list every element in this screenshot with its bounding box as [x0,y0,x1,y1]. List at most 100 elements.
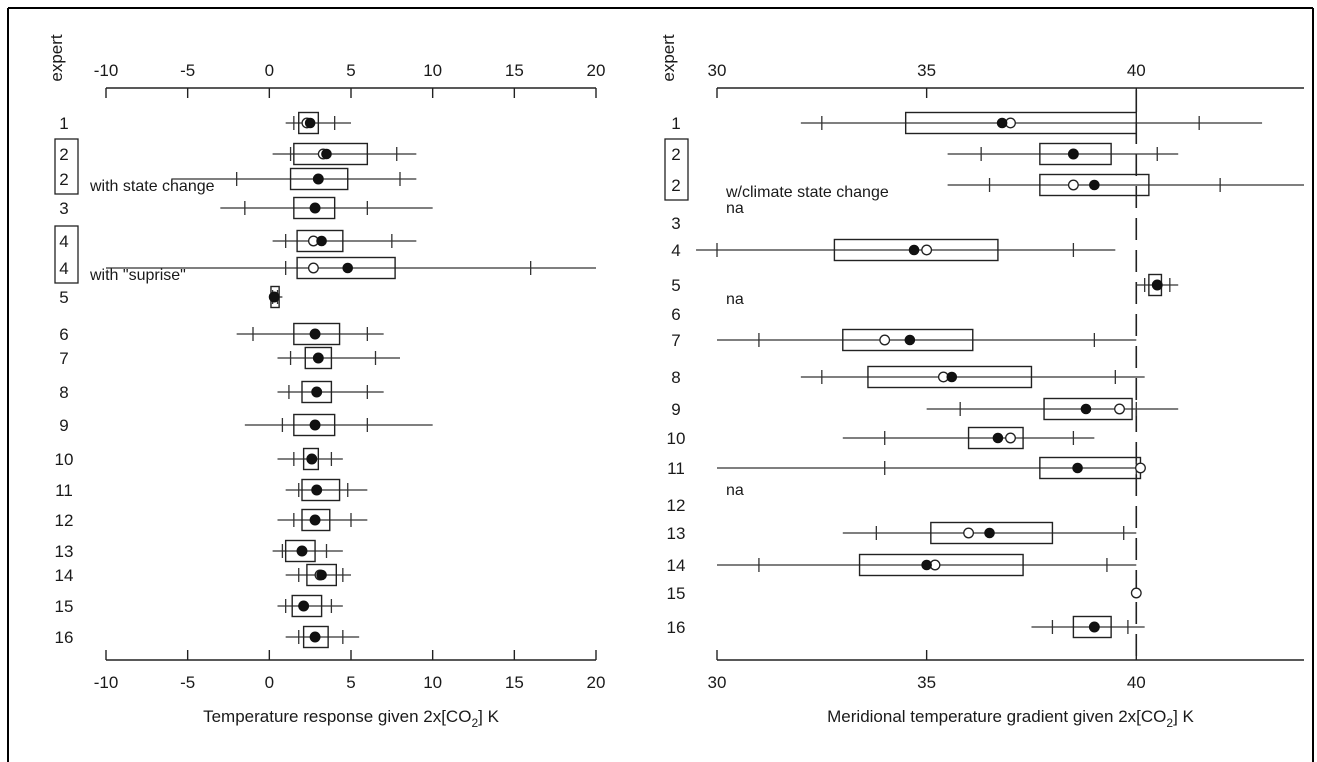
group-bracket [54,225,79,284]
expert-label: 2 [671,145,680,164]
row-annotation: with "suprise" [89,267,186,284]
expert-label: 1 [59,114,68,133]
expert-label: 6 [671,305,680,324]
quartile-box [306,563,337,587]
box-row [717,553,1137,577]
bottom-axis-tick-label: 15 [505,673,524,692]
expert-label: 7 [59,349,68,368]
quartile-box [291,594,323,618]
quartile-box [298,111,320,135]
expert-label: 9 [59,416,68,435]
top-axis-tick-label: 40 [1127,61,1146,80]
expert-label: 5 [671,276,680,295]
mean-marker [921,244,933,256]
quartile-box [1039,142,1112,166]
quartile-box [1043,397,1133,421]
median-marker [296,545,308,557]
box-row [285,111,351,135]
expert-label: 7 [671,331,680,350]
expert-label: 16 [667,618,686,637]
quartile-box [1039,173,1150,197]
quartile-box [293,142,369,166]
expert-label: 11 [667,459,685,478]
quartile-box [967,426,1024,450]
box-row [717,456,1146,480]
expert-label: 12 [55,511,74,530]
box-row [1031,615,1145,639]
quartile-box [293,413,336,437]
y-axis-title: expert [47,34,66,82]
expert-label: 8 [671,368,680,387]
quartile-box [289,167,349,191]
box-row [277,594,343,618]
quartile-box [1072,615,1112,639]
box-row [277,447,343,471]
expert-label: 12 [667,496,686,515]
median-marker [316,235,327,247]
box-row [947,142,1179,166]
expert-label: 8 [59,383,68,402]
expert-label: 4 [59,232,68,251]
expert-label: 3 [59,199,68,218]
quartile-box [302,625,329,649]
box-row [277,380,384,404]
median-marker [984,527,995,539]
top-axis-tick-label: 5 [346,61,355,80]
median-marker [311,386,323,398]
median-marker [996,117,1008,129]
bottom-axis-tick-label: 35 [917,673,936,692]
row-annotation: with state change [89,178,215,195]
bottom-axis-tick-label: 0 [265,673,274,692]
expert-label: 2 [671,176,680,195]
y-axis-title: expert [659,34,678,82]
mean-marker [1114,403,1125,415]
box-row [285,563,351,587]
mean-marker [1005,432,1016,444]
x-axis-title: Meridional temperature gradient given 2x… [827,707,1194,730]
row-annotation: w/climate state change [725,184,889,201]
group-bracket [54,138,79,195]
expert-label: 2 [59,145,68,164]
expert-label: 14 [55,566,74,585]
x-axis-title: Temperature response given 2x[CO2] K [203,707,499,730]
quartile-box [833,238,999,262]
median-marker [946,371,958,383]
median-marker [309,514,321,526]
expert-label: 3 [671,214,680,233]
mean-marker [963,527,975,539]
median-marker [992,432,1004,444]
mean-marker [1130,587,1142,599]
bottom-axis-tick-label: 30 [708,673,727,692]
median-marker [904,334,916,346]
na-label: na [726,482,744,499]
box-row [277,346,400,370]
expert-label: 10 [667,429,686,448]
box-row [1136,273,1179,297]
top-axis-tick-label: 10 [423,61,442,80]
bottom-axis-tick-label: -5 [180,673,195,692]
median-marker [309,202,321,214]
box-row [220,196,433,220]
median-marker [313,352,324,364]
top-axis-tick-label: 35 [917,61,936,80]
box-row [268,285,283,309]
bottom-axis-tick-label: 5 [346,673,355,692]
median-marker [1080,403,1092,415]
box-row [800,111,1263,135]
quartile-box [293,322,341,346]
median-marker [309,419,321,431]
quartile-box [301,380,333,404]
quartile-box [293,196,336,220]
top-axis-tick-label: 30 [708,61,727,80]
expert-label: 15 [55,597,74,616]
median-marker [1089,621,1100,633]
top-axis-tick-label: -10 [94,61,119,80]
box-row [842,426,1095,450]
median-marker [298,600,309,612]
top-axis-tick-label: -5 [180,61,195,80]
expert-label: 10 [55,450,74,469]
quartile-box [301,508,331,532]
quartile-box [304,346,333,370]
